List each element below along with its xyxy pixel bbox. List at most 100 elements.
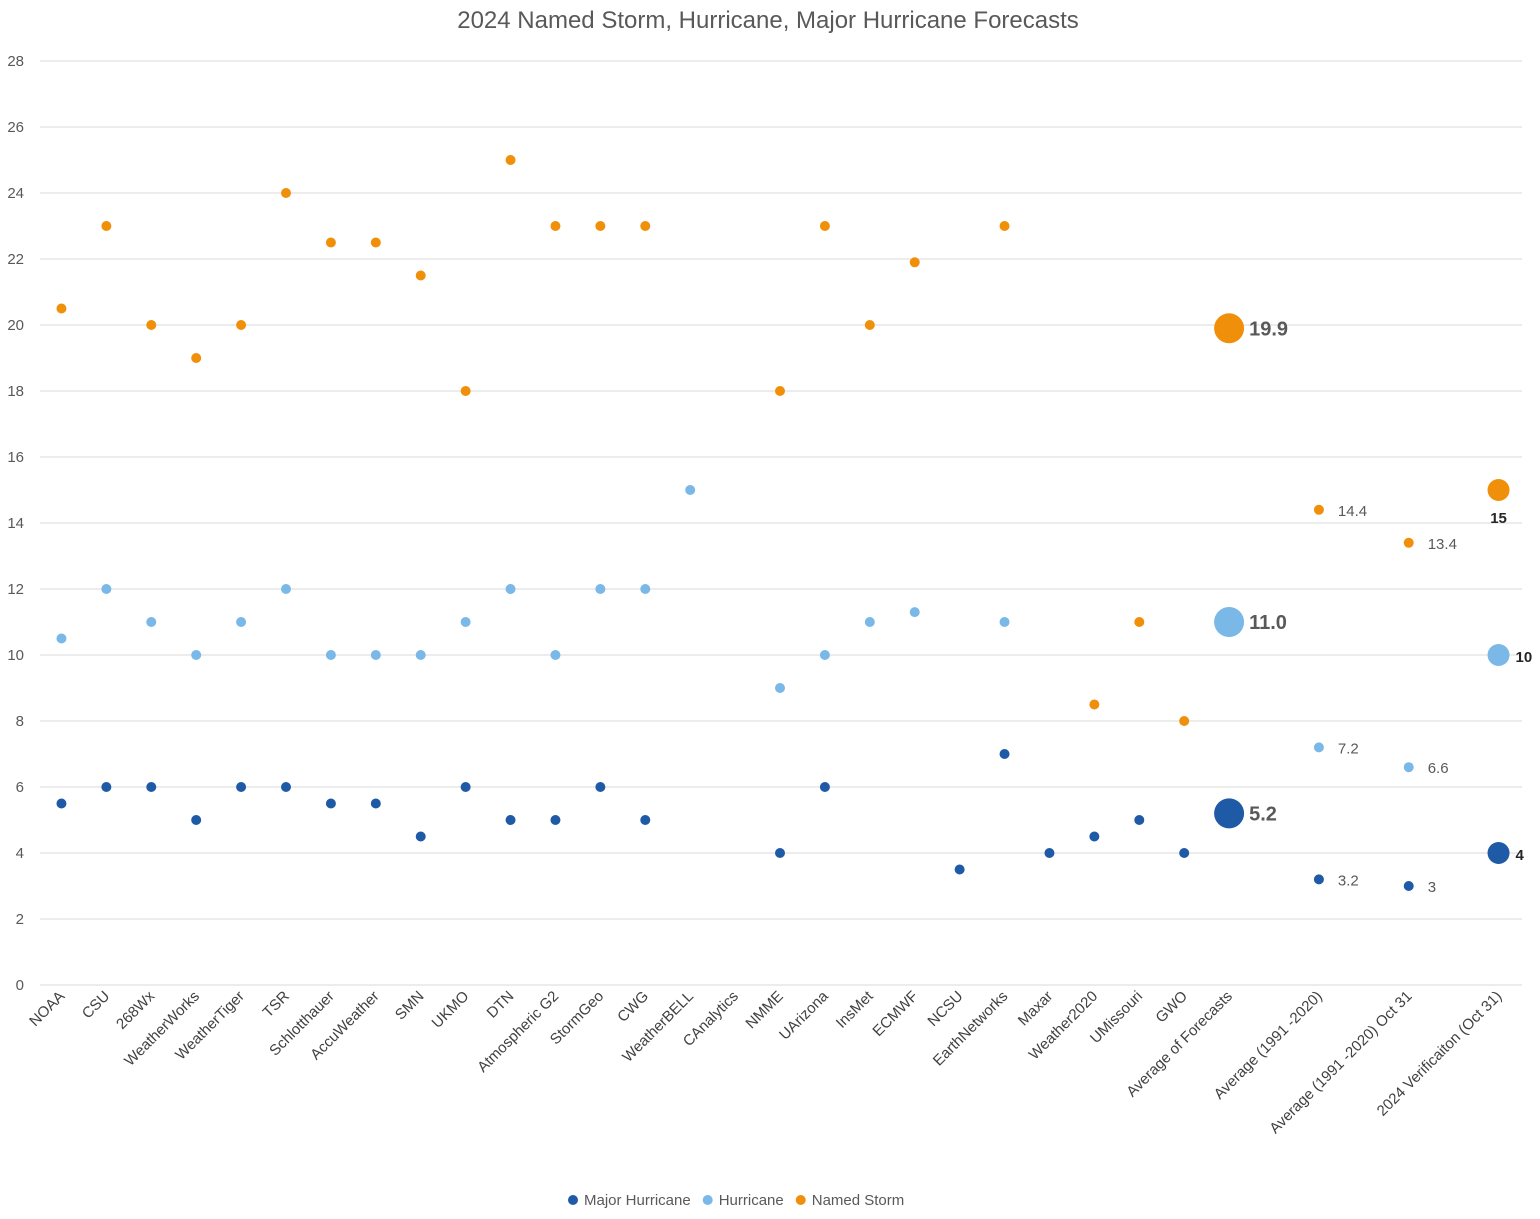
point-major-hurricane: [1214, 798, 1245, 829]
y-tick-label: 22: [7, 251, 24, 268]
point-hurricane: [146, 617, 157, 627]
point-major-hurricane: [999, 749, 1010, 759]
point-named-storm: [1134, 617, 1145, 627]
point-named-storm: [370, 237, 381, 248]
point-major-hurricane: [415, 831, 426, 842]
y-tick-label: 20: [7, 317, 24, 334]
legend-marker: [795, 1195, 806, 1205]
point-major-hurricane: [56, 798, 67, 809]
point-hurricane: [370, 650, 381, 660]
point-named-storm: [819, 221, 830, 231]
x-tick-label: UArizona: [776, 987, 832, 1043]
point-hurricane: [595, 584, 606, 594]
point-major-hurricane: [370, 798, 381, 809]
point-hurricane: [56, 633, 67, 644]
point-hurricane: [999, 617, 1010, 627]
point-named-storm: [864, 320, 875, 330]
data-label: 14.4: [1338, 503, 1367, 520]
y-tick-label: 2: [16, 911, 24, 928]
point-named-storm: [640, 221, 651, 231]
point-hurricane: [640, 584, 651, 594]
y-tick-label: 28: [7, 53, 24, 70]
x-tick-label: TSR: [260, 988, 293, 1021]
point-hurricane: [236, 617, 247, 627]
y-tick-label: 4: [16, 845, 24, 862]
y-tick-label: 8: [16, 713, 24, 730]
x-tick-label: SMN: [392, 988, 428, 1024]
point-named-storm: [415, 270, 426, 281]
point-major-hurricane: [191, 815, 202, 825]
point-hurricane: [550, 650, 561, 660]
x-tick-label: Maxar: [1015, 988, 1056, 1029]
point-hurricane: [819, 650, 830, 660]
x-tick-label: ECMWF: [869, 988, 921, 1040]
y-tick-label: 24: [7, 185, 24, 202]
y-tick-label: 10: [7, 647, 24, 664]
data-label: 10: [1516, 649, 1533, 666]
data-label: 4: [1516, 847, 1525, 864]
x-tick-label: CSU: [79, 988, 113, 1022]
point-named-storm: [56, 303, 67, 314]
point-major-hurricane: [1179, 848, 1190, 858]
point-named-storm: [999, 221, 1010, 231]
point-named-storm: [281, 188, 291, 198]
x-tick-label: InsMet: [833, 987, 877, 1031]
y-tick-label: 0: [16, 977, 24, 994]
point-hurricane: [191, 650, 202, 660]
point-hurricane: [281, 584, 291, 594]
y-tick-label: 12: [7, 581, 24, 598]
point-major-hurricane: [1134, 815, 1145, 825]
point-named-storm: [505, 155, 516, 165]
point-named-storm: [909, 257, 920, 268]
legend-marker: [702, 1195, 713, 1205]
x-tick-label: Atmospheric G2: [474, 988, 562, 1076]
point-major-hurricane: [1044, 848, 1055, 858]
point-major-hurricane: [1089, 831, 1100, 842]
data-label: 3.2: [1338, 872, 1359, 889]
point-hurricane: [1403, 762, 1414, 773]
point-major-hurricane: [101, 782, 112, 792]
data-label: 13.4: [1428, 536, 1457, 553]
x-tick-label: CWG: [614, 988, 652, 1026]
point-hurricane: [685, 485, 696, 495]
point-major-hurricane: [819, 782, 830, 792]
point-named-storm: [1487, 479, 1510, 501]
point-major-hurricane: [640, 815, 651, 825]
data-label: 7.2: [1338, 740, 1359, 757]
legend-marker: [568, 1195, 578, 1205]
point-named-storm: [1403, 537, 1414, 548]
point-major-hurricane: [505, 815, 516, 825]
data-label: 15: [1490, 510, 1507, 527]
x-tick-label: Average (1991 -2020) Oct 31: [1266, 988, 1415, 1137]
y-tick-label: 6: [16, 779, 24, 796]
point-major-hurricane: [1403, 881, 1414, 891]
y-tick-label: 26: [7, 119, 24, 136]
x-tick-label: GWO: [1152, 988, 1191, 1027]
legend-label: Named Storm: [812, 1192, 905, 1209]
point-named-storm: [146, 320, 157, 330]
data-label: 11.0: [1249, 612, 1287, 634]
y-tick-label: 14: [7, 515, 24, 532]
point-hurricane: [101, 584, 112, 594]
x-tick-label: UKMO: [429, 988, 473, 1032]
x-tick-label: NCSU: [924, 988, 966, 1030]
point-hurricane: [1214, 607, 1245, 637]
y-tick-label: 18: [7, 383, 24, 400]
point-hurricane: [1487, 644, 1510, 666]
chart-title: 2024 Named Storm, Hurricane, Major Hurri…: [457, 7, 1079, 34]
point-major-hurricane: [460, 782, 471, 792]
point-major-hurricane: [325, 798, 336, 809]
point-named-storm: [775, 386, 785, 396]
point-major-hurricane: [146, 782, 157, 792]
point-hurricane: [505, 584, 516, 594]
point-named-storm: [191, 353, 202, 363]
point-major-hurricane: [595, 782, 606, 792]
point-named-storm: [1179, 716, 1190, 726]
point-named-storm: [1214, 313, 1245, 344]
point-hurricane: [460, 617, 471, 627]
point-named-storm: [1313, 504, 1324, 515]
point-hurricane: [864, 617, 875, 627]
point-hurricane: [775, 683, 785, 693]
point-named-storm: [236, 320, 247, 330]
